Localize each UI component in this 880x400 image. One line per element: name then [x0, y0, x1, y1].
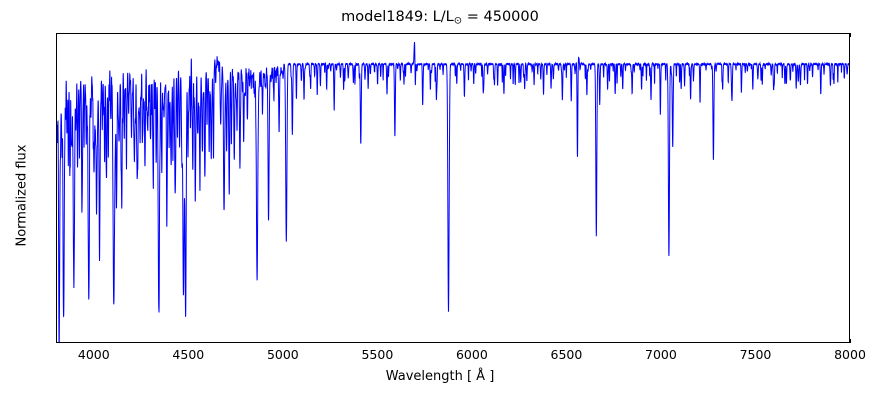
x-tick-mark-top — [850, 33, 851, 37]
solar-symbol-subscript: ⊙ — [453, 15, 463, 27]
x-tick-label: 7000 — [645, 347, 677, 362]
x-tick-label: 7500 — [739, 347, 772, 362]
plot-area — [56, 33, 850, 343]
x-axis-label: Wavelength [ Å ] — [385, 369, 495, 384]
x-tick-label: 8000 — [834, 347, 866, 362]
spectrum-plot — [57, 34, 849, 342]
spectrum-line — [57, 42, 849, 342]
x-tick-label: 4500 — [172, 347, 205, 362]
plot-title-value: = 450000 — [462, 9, 539, 25]
x-tick-label: 5500 — [361, 347, 394, 362]
x-tick-label: 6500 — [550, 347, 583, 362]
x-tick-label: 6000 — [455, 347, 488, 362]
plot-title-model: model1849: L/L — [341, 9, 454, 25]
plot-title: model1849: L/L⊙ = 450000 — [0, 9, 880, 27]
y-axis-label: Normalized flux — [14, 144, 30, 247]
x-tick-label: 4000 — [77, 347, 110, 362]
x-tick-label: 5000 — [266, 347, 299, 362]
x-tick-mark — [850, 339, 851, 343]
